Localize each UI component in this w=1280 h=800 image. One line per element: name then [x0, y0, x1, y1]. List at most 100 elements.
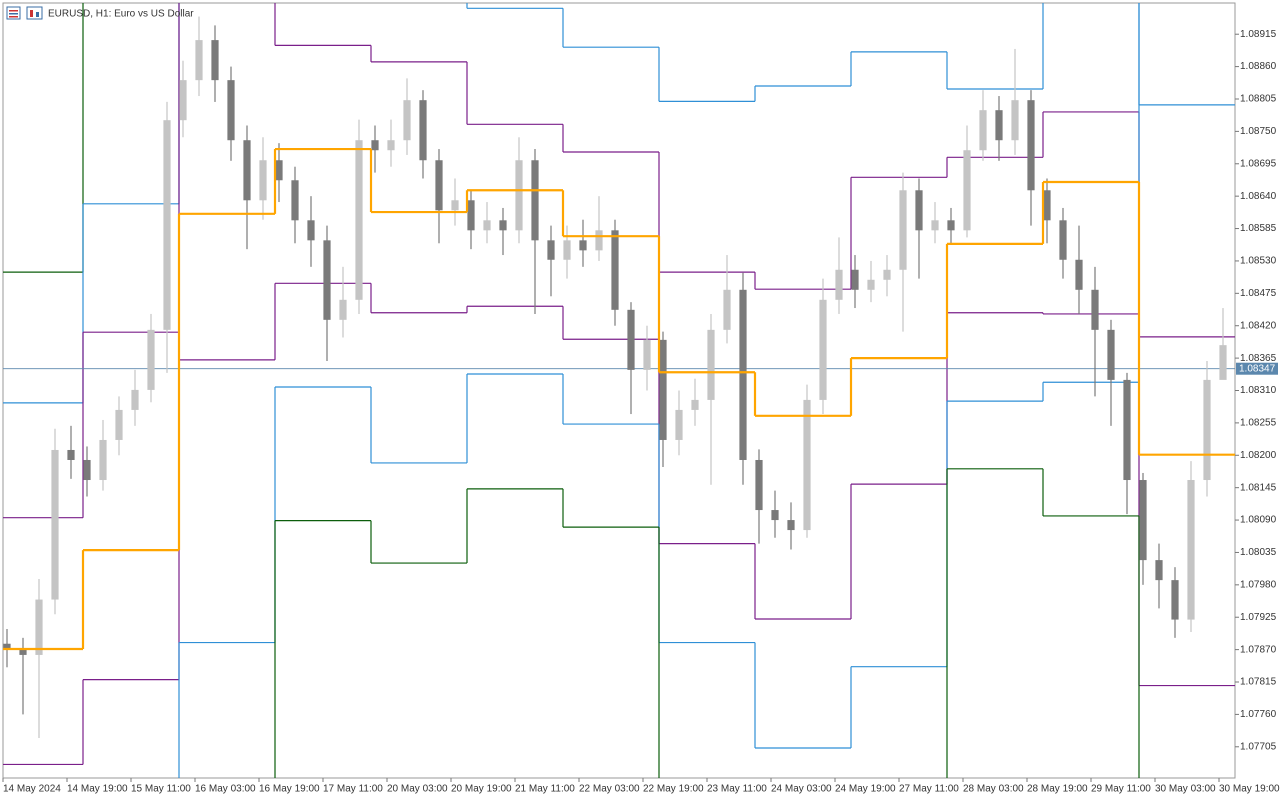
candle-body	[163, 120, 171, 330]
icon-line	[9, 16, 18, 18]
candle-body	[131, 389, 139, 410]
candle-body	[739, 289, 747, 460]
y-tick-label: 1.07870	[1240, 644, 1277, 655]
candle-body	[195, 40, 203, 81]
candle-body	[1091, 289, 1099, 330]
candle-body	[515, 160, 523, 231]
candle-body	[995, 110, 1003, 141]
candle-body	[483, 220, 491, 231]
candle-body	[1075, 259, 1083, 290]
icon-line	[9, 10, 18, 12]
x-tick-label: 16 May 19:00	[259, 784, 320, 795]
candle-body	[851, 269, 859, 290]
y-tick-label: 1.08750	[1240, 126, 1277, 137]
x-tick-label: 28 May 03:00	[963, 784, 1024, 795]
x-tick-label: 20 May 03:00	[387, 784, 448, 795]
chart-icon[interactable]	[26, 6, 43, 20]
candle-body	[659, 339, 667, 440]
candle-body	[1011, 100, 1019, 141]
candle-body	[867, 279, 875, 290]
y-tick-label: 1.08860	[1240, 61, 1277, 72]
x-tick-label: 28 May 19:00	[1027, 784, 1088, 795]
candle-body	[435, 160, 443, 211]
x-tick-label: 16 May 03:00	[195, 784, 256, 795]
candle-body	[691, 399, 699, 410]
y-tick-label: 1.08915	[1240, 29, 1277, 40]
x-tick-label: 14 May 2024	[3, 784, 61, 795]
candle-body	[323, 240, 331, 320]
candle-body	[627, 309, 635, 370]
y-tick-label: 1.07925	[1240, 612, 1277, 623]
candle-body	[211, 40, 219, 81]
candle-body	[275, 160, 283, 181]
x-tick-label: 17 May 11:00	[323, 784, 383, 795]
y-tick-label: 1.07980	[1240, 579, 1277, 590]
candle-body	[1219, 345, 1227, 380]
candle-body	[387, 140, 395, 151]
y-tick-label: 1.08805	[1240, 94, 1277, 105]
candle-body	[1059, 220, 1067, 260]
marks	[3, 3, 1235, 778]
price-tag	[1236, 362, 1278, 375]
x-tick-label: 29 May 11:00	[1091, 784, 1151, 795]
candle-body	[979, 110, 987, 151]
candle-body	[723, 289, 731, 330]
candle-body	[787, 520, 795, 531]
icon-line	[9, 13, 18, 15]
x-tick-label: 14 May 19:00	[67, 784, 128, 795]
candle-body	[291, 180, 299, 221]
candle-body	[835, 269, 843, 300]
candle-body	[99, 439, 107, 481]
candle-body	[531, 160, 539, 241]
x-tick-label: 23 May 11:00	[707, 784, 767, 795]
candle-body	[35, 599, 43, 655]
chart-title: EURUSD, H1: Euro vs US Dollar	[48, 9, 194, 20]
candle-body	[339, 299, 347, 320]
candle-body	[899, 190, 907, 270]
x-tick-label: 30 May 19:00	[1219, 784, 1280, 795]
candle-body	[1107, 329, 1115, 380]
candle-body	[771, 510, 779, 521]
candle-body	[883, 269, 891, 280]
candle-body	[1027, 100, 1035, 191]
candle-body	[611, 230, 619, 310]
y-tick-label: 1.08365	[1240, 353, 1277, 364]
candle-body	[115, 409, 123, 440]
candle-body	[1171, 580, 1179, 620]
x-tick-label: 20 May 19:00	[451, 784, 512, 795]
x-tick-label: 22 May 03:00	[579, 784, 640, 795]
candle-body	[467, 200, 475, 231]
x-tick-label: 24 May 19:00	[835, 784, 896, 795]
candle-body	[243, 140, 251, 201]
candle-body	[563, 240, 571, 260]
x-tick-label: 24 May 03:00	[771, 784, 832, 795]
candle-body	[227, 80, 235, 141]
candle-body	[947, 220, 955, 231]
candle-body	[499, 220, 507, 231]
candle-body	[1155, 560, 1163, 581]
y-tick-label: 1.08585	[1240, 223, 1277, 234]
candle-body	[67, 449, 75, 460]
y-tick-label: 1.07815	[1240, 677, 1277, 688]
y-tick-label: 1.07760	[1240, 709, 1277, 720]
candle-body	[803, 399, 811, 531]
candle-body	[83, 459, 91, 481]
x-tick-label: 30 May 03:00	[1155, 784, 1216, 795]
y-tick-label: 1.08530	[1240, 256, 1277, 267]
candle-body	[51, 449, 59, 600]
candle-body	[451, 200, 459, 211]
icon-bar	[36, 12, 39, 17]
candle-body	[355, 140, 363, 300]
candle-body	[259, 160, 267, 201]
candle-body	[3, 643, 11, 650]
candle-body	[643, 339, 651, 370]
candle-body	[1123, 379, 1131, 481]
candle-body	[915, 190, 923, 231]
y-tick-label: 1.08035	[1240, 547, 1277, 558]
y-tick-label: 1.08640	[1240, 191, 1277, 202]
x-tick-label: 15 May 11:00	[131, 784, 191, 795]
y-tick-label: 1.08200	[1240, 450, 1277, 461]
candle-body	[147, 329, 155, 390]
header: EURUSD, H1: Euro vs US Dollar	[6, 6, 194, 20]
